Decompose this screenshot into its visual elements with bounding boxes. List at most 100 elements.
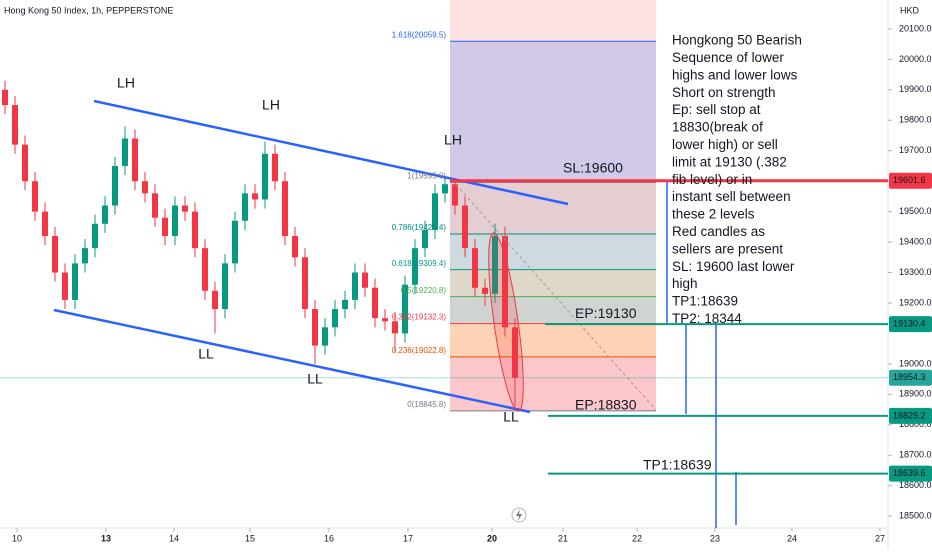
x-tick-label: 14: [169, 533, 179, 543]
candle-body: [282, 181, 288, 236]
fib-label: 1.618(20059.5): [392, 30, 447, 39]
y-tick-label: 18600.0: [899, 480, 932, 490]
note-line: instant sell between: [672, 189, 791, 204]
swing-label: LH: [262, 97, 280, 113]
candle-body: [402, 284, 408, 334]
note-line: limit at 19130 (.382: [672, 154, 787, 169]
candle-body: [192, 211, 198, 249]
x-tick-label: 16: [324, 533, 334, 543]
candle-body: [142, 181, 148, 194]
candle-body: [222, 263, 228, 310]
candle-body: [202, 248, 208, 291]
fib-band: [450, 234, 656, 270]
candle-body: [12, 105, 18, 145]
fib-label: 1(19595.9): [407, 172, 446, 181]
x-tick-label: 17: [403, 533, 413, 543]
note-line: sellers are present: [672, 241, 783, 256]
fib-band: [450, 41, 656, 183]
y-tick-label: 18900.0: [899, 389, 932, 399]
y-tick-label: 19800.0: [899, 115, 932, 125]
replay-icon-bolt: [516, 509, 522, 521]
candle-body: [412, 248, 418, 285]
candle-body: [372, 287, 378, 319]
candle-body: [432, 193, 438, 230]
candle-body: [312, 309, 318, 346]
position-zone: [450, 0, 656, 411]
candle-body: [382, 318, 388, 322]
candle-body: [252, 193, 258, 200]
candle-body: [302, 257, 308, 310]
candle-body: [472, 248, 478, 288]
y-tick-label: 19900.0: [899, 84, 932, 94]
candle-body: [342, 299, 348, 310]
candle-body: [452, 184, 458, 206]
candle-body: [162, 217, 168, 236]
fib-band: [450, 296, 656, 324]
candle-body: [442, 184, 448, 194]
note-line: Short on strength: [672, 85, 776, 100]
candle-body: [42, 211, 48, 236]
note-line: these 2 levels: [672, 207, 755, 222]
candle-body: [422, 229, 428, 249]
x-tick-label: 15: [245, 533, 255, 543]
price-tag-label: 18639.6: [893, 468, 926, 478]
y-tick-label: 20100.0: [899, 23, 932, 33]
y-tick-label: 18700.0: [899, 450, 932, 460]
note-line: highs and lower lows: [672, 67, 798, 82]
y-tick-label: 19400.0: [899, 236, 932, 246]
candle-body: [232, 220, 238, 264]
x-tick-label: 27: [875, 533, 885, 543]
lower-trendline: [53, 308, 531, 414]
note-line: TP2: 18344: [672, 311, 742, 326]
x-tick-label: 20: [487, 533, 497, 543]
swing-label: LH: [117, 75, 135, 91]
x-tick-label: 22: [632, 533, 642, 543]
candle-body: [322, 327, 328, 346]
price-tag: [889, 407, 932, 424]
candle-body: [72, 263, 78, 300]
price-tag-label: 19130.4: [893, 319, 926, 329]
y-tick-label: 19700.0: [899, 145, 932, 155]
fib-label: 0.382(19132.3): [392, 313, 447, 322]
note-line: SL: 19600 last lower: [672, 259, 795, 274]
candle-body: [22, 144, 28, 182]
candle-body: [102, 205, 108, 224]
candle-body: [272, 153, 278, 182]
candle-body: [62, 272, 68, 300]
note-line: fib level) or in: [672, 172, 752, 187]
y-tick-label: 19500.0: [899, 206, 932, 216]
candle-body: [462, 205, 468, 249]
x-tick-label: 24: [787, 533, 797, 543]
candle-body: [212, 290, 218, 310]
trade-label: EP:18830: [575, 397, 637, 413]
price-tag-label: 18829.2: [893, 410, 926, 420]
candle-body: [392, 321, 398, 334]
highlight-ellipse: [488, 232, 524, 412]
y-tick-label: 19300.0: [899, 267, 932, 277]
fib-band: [450, 323, 656, 357]
fib-label: 0.236(19022.8): [392, 346, 447, 355]
fib-band: [450, 269, 656, 297]
note-line: Ep: sell stop at: [672, 102, 761, 117]
candle-body: [292, 235, 298, 258]
candle-body: [82, 248, 88, 264]
fib-label: 0(18845.8): [407, 400, 446, 409]
note-line: Red candles as: [672, 224, 765, 239]
chart-title: Hong Kong 50 Index, 1h, PEPPERSTONE: [4, 5, 173, 15]
candle-body: [482, 287, 488, 294]
upper-trendline: [93, 99, 569, 206]
y-tick-label: 18500.0: [899, 510, 932, 520]
currency-label: HKD: [900, 5, 920, 15]
candle-body: [122, 138, 128, 166]
price-tag: [889, 369, 932, 386]
candle-body: [262, 153, 268, 200]
note-line: Hongkong 50 Bearish: [672, 33, 802, 48]
y-tick-label: 20000.0: [899, 54, 932, 64]
swing-label: LL: [503, 409, 519, 425]
fib-band: [450, 182, 656, 235]
candle-body: [2, 89, 8, 106]
price-tag: [889, 172, 932, 189]
